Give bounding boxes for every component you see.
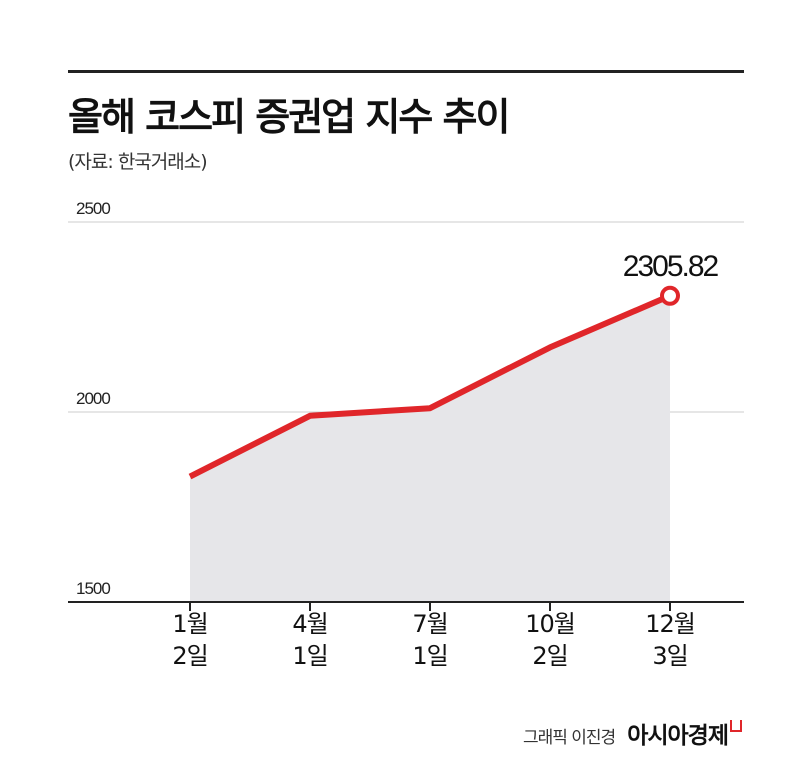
x-tick-label-day: 3일 — [652, 642, 687, 670]
x-tick-label: 10월 2일 — [525, 610, 575, 670]
x-tick-label: 12월 3일 — [645, 610, 695, 670]
y-tick-label: 2000 — [76, 389, 110, 408]
x-tick-label: 4월 1일 — [292, 610, 327, 670]
brand-mark-icon — [730, 720, 742, 732]
source-note: (자료: 한국거래소) — [68, 151, 208, 173]
brand-logo: 아시아경제 — [627, 716, 742, 750]
data-point-marker — [660, 285, 680, 306]
x-tick-label-day: 2일 — [532, 642, 567, 670]
area-fill — [190, 295, 670, 602]
top-rule — [68, 70, 744, 73]
data-label: 2305.82 — [623, 250, 719, 283]
x-tick-label-day: 1일 — [412, 642, 447, 670]
brand-name: 아시아경제 — [627, 723, 729, 749]
x-tick-label-month: 7월 — [412, 610, 447, 638]
y-tick-label: 2500 — [76, 199, 110, 218]
x-tick-label-month: 1월 — [172, 610, 207, 638]
x-tick-label-month: 12월 — [645, 610, 695, 638]
x-tick-label-day: 2일 — [172, 642, 207, 670]
y-tick-label: 1500 — [76, 579, 110, 598]
x-tick-label: 1월 2일 — [172, 610, 207, 670]
x-tick-label-month: 4월 — [292, 610, 327, 638]
credit: 그래픽 이진경 아시아경제 — [523, 716, 742, 750]
series-line — [188, 293, 672, 480]
x-tick-label: 7월 1일 — [412, 610, 447, 670]
chart-title: 올해 코스피 증권업 지수 추이 — [68, 95, 510, 139]
x-tick-label-day: 1일 — [292, 642, 327, 670]
x-tick-label-month: 10월 — [525, 610, 575, 638]
graphic-credit: 그래픽 이진경 — [522, 728, 616, 748]
